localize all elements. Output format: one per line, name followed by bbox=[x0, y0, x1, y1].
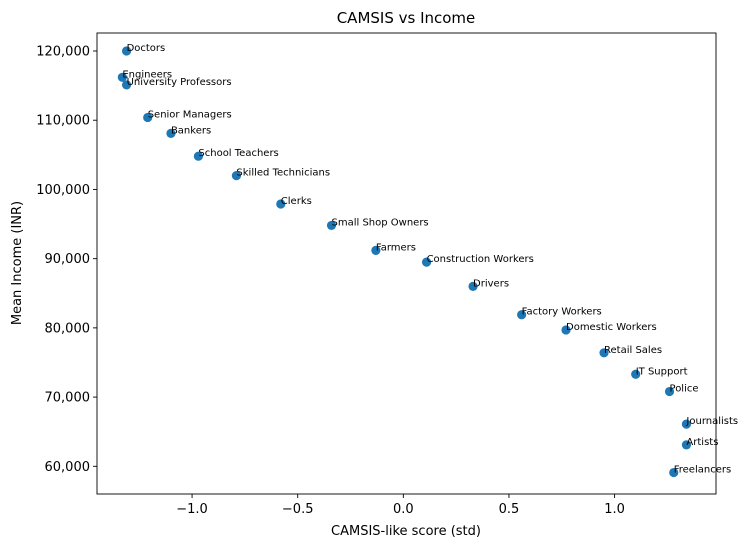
data-point bbox=[166, 128, 176, 138]
point-label: Farmers bbox=[376, 242, 416, 253]
data-point bbox=[231, 170, 242, 181]
data-point bbox=[371, 245, 381, 255]
data-point bbox=[681, 419, 692, 429]
y-tick-label: 60,000 bbox=[45, 460, 91, 475]
x-tick-label: 0.5 bbox=[499, 502, 520, 517]
y-tick-label: 80,000 bbox=[45, 321, 91, 336]
y-axis-ticks: 60,000 70,000 80,000 90,000 100,000 110,000 12… bbox=[36, 44, 97, 475]
data-point bbox=[517, 310, 527, 320]
data-point bbox=[121, 46, 132, 56]
point-label: Engineers bbox=[122, 69, 172, 80]
point-label: Journalists bbox=[685, 416, 738, 427]
data-point bbox=[276, 199, 286, 209]
data-point bbox=[121, 80, 132, 90]
point-label: Freelancers bbox=[674, 465, 731, 476]
data-point bbox=[143, 112, 153, 123]
data-point bbox=[669, 467, 679, 478]
data-point bbox=[681, 440, 692, 450]
data-point bbox=[561, 325, 571, 335]
x-tick-label: −0.5 bbox=[282, 502, 314, 517]
y-tick-label: 110,000 bbox=[36, 114, 90, 129]
data-point bbox=[599, 348, 609, 358]
point-label: Small Shop Owners bbox=[332, 217, 429, 228]
data-point bbox=[117, 72, 127, 82]
data-point bbox=[421, 257, 432, 267]
data-points bbox=[117, 46, 692, 478]
x-tick-label: −1.0 bbox=[176, 502, 208, 517]
point-label: Clerks bbox=[281, 196, 312, 207]
point-label: Retail Sales bbox=[604, 345, 662, 356]
data-point bbox=[193, 151, 204, 161]
chart-title: CAMSIS vs Income bbox=[337, 9, 476, 27]
y-axis-label: Mean Income (INR) bbox=[10, 201, 25, 325]
data-point bbox=[468, 281, 478, 291]
x-axis-ticks: −1.0 −0.5 0.0 0.5 1.0 bbox=[176, 494, 625, 517]
point-label: Construction Workers bbox=[427, 254, 534, 265]
point-label: IT Support bbox=[636, 366, 688, 377]
data-point bbox=[664, 386, 675, 397]
point-label: Police bbox=[670, 384, 699, 395]
point-label: Domestic Workers bbox=[566, 322, 657, 333]
y-tick-label: 70,000 bbox=[45, 391, 91, 406]
point-label: Artists bbox=[686, 437, 718, 448]
y-tick-label: 90,000 bbox=[45, 252, 91, 267]
data-point bbox=[631, 369, 641, 379]
point-label: Senior Managers bbox=[148, 109, 232, 120]
point-label: Drivers bbox=[473, 278, 509, 289]
plot-frame bbox=[96, 32, 717, 495]
x-tick-label: 0.0 bbox=[393, 502, 414, 517]
point-label: Skilled Technicians bbox=[236, 168, 330, 179]
point-label: Factory Workers bbox=[522, 307, 602, 318]
point-label: Bankers bbox=[171, 125, 211, 136]
data-point bbox=[326, 220, 337, 231]
x-axis-label: CAMSIS-like score (std) bbox=[331, 524, 481, 539]
y-tick-label: 120,000 bbox=[36, 44, 90, 59]
point-label: School Teachers bbox=[198, 148, 278, 159]
x-tick-label: 1.0 bbox=[604, 502, 625, 517]
point-label: Doctors bbox=[127, 43, 166, 54]
point-label: University Professors bbox=[127, 77, 232, 88]
y-tick-label: 100,000 bbox=[36, 183, 90, 198]
